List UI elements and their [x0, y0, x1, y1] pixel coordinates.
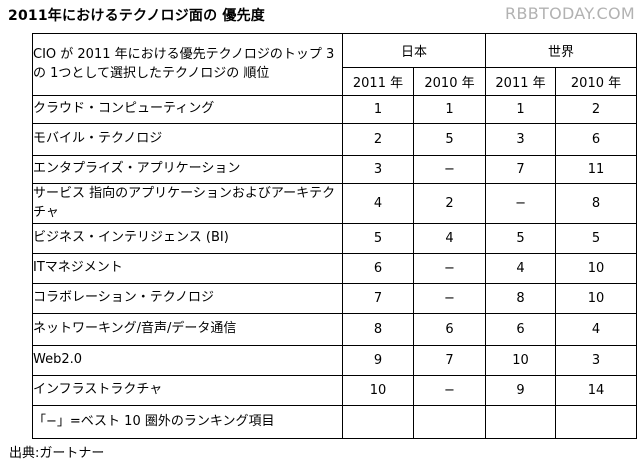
rank-cell: 4 [485, 253, 557, 284]
rank-cell: 2 [412, 183, 487, 224]
rank-cell: 8 [342, 313, 414, 346]
footnote-empty-cell [342, 405, 414, 439]
table-row: エンタプライズ・アプリケーション 3 − 7 11 [32, 155, 638, 184]
rank-cell: 14 [555, 375, 638, 406]
rank-cell: − [412, 283, 487, 314]
rank-cell: 4 [412, 223, 487, 254]
technology-label: インフラストラクチャ [32, 375, 343, 406]
table-row: ITマネジメント 6 − 4 10 [32, 253, 638, 284]
footnote-empty-cell [485, 405, 557, 439]
rank-cell: 7 [412, 345, 487, 376]
page-title: 2011年におけるテクノロジ面の 優先度 [8, 8, 265, 24]
rank-cell: − [485, 183, 557, 224]
source-credit: 出典:ガートナー [9, 446, 105, 461]
rank-cell: 6 [342, 253, 414, 284]
rank-cell: 5 [485, 223, 557, 254]
footnote-row: 「−」=ベスト 10 圏外のランキング項目 [32, 405, 638, 439]
technology-label: Web2.0 [32, 345, 343, 376]
column-header-japan-2011: 2011 年 [342, 67, 414, 96]
rank-cell: 10 [342, 375, 414, 406]
rank-cell: 3 [485, 123, 557, 156]
rank-cell: 1 [342, 95, 414, 124]
rank-cell: − [412, 253, 487, 284]
rank-cell: 7 [485, 155, 557, 184]
column-header-japan-2010: 2010 年 [412, 67, 487, 96]
rank-cell: 4 [342, 183, 414, 224]
rank-cell: 5 [555, 223, 638, 254]
rank-cell: 6 [412, 313, 487, 346]
footnote-empty-cell [555, 405, 638, 439]
rank-cell: 8 [485, 283, 557, 314]
rank-cell: 4 [555, 313, 638, 346]
technology-label: サービス 指向のアプリケーションおよびアーキテクチャ [32, 183, 343, 224]
table-row: Web2.0 9 7 10 3 [32, 345, 638, 376]
column-header-world-2010: 2010 年 [555, 67, 638, 96]
table-row: モバイル・テクノロジ 2 5 3 6 [32, 123, 638, 156]
rank-cell: 10 [555, 253, 638, 284]
rank-cell: 9 [342, 345, 414, 376]
rank-cell: 10 [485, 345, 557, 376]
rank-cell: 8 [555, 183, 638, 224]
table-row: コラボレーション・テクノロジ 7 − 8 10 [32, 283, 638, 314]
table-row: インフラストラクチャ 10 − 9 14 [32, 375, 638, 406]
rank-cell: 7 [342, 283, 414, 314]
rank-cell: 3 [342, 155, 414, 184]
table-row: ネットワーキング/音声/データ通信 8 6 6 4 [32, 313, 638, 346]
technology-label: ビジネス・インテリジェンス (BI) [32, 223, 343, 254]
technology-label: クラウド・コンピューティング [32, 95, 343, 124]
footnote-text: 「−」=ベスト 10 圏外のランキング項目 [32, 405, 343, 439]
column-header-world-2011: 2011 年 [485, 67, 557, 96]
column-group-japan: 日本 [341, 33, 487, 68]
rank-cell: 2 [555, 95, 638, 124]
rank-cell: 5 [412, 123, 487, 156]
rank-cell: 9 [485, 375, 557, 406]
table-header-group-row: CIO が 2011 年における優先テクノロジのトップ 3 の 1つとして選択し… [32, 33, 638, 96]
technology-label: コラボレーション・テクノロジ [32, 283, 343, 314]
rank-cell: 5 [342, 223, 414, 254]
table-row: サービス 指向のアプリケーションおよびアーキテクチャ 4 2 − 8 [32, 183, 638, 224]
technology-label: モバイル・テクノロジ [32, 123, 343, 156]
technology-label: ネットワーキング/音声/データ通信 [32, 313, 343, 346]
column-group-world: 世界 [485, 33, 638, 68]
technology-label: エンタプライズ・アプリケーション [32, 155, 343, 184]
rank-cell: 10 [555, 283, 638, 314]
table-header-years-row: 2011 年 2010 年 2011 年 2010 年 [33, 67, 638, 96]
header-description-line2: の 1つとして選択したテクノロジの 順位 [33, 65, 270, 81]
table-row: ビジネス・インテリジェンス (BI) 5 4 5 5 [32, 223, 638, 254]
rank-cell: 11 [555, 155, 638, 184]
technology-label: ITマネジメント [32, 253, 343, 284]
table-header-description-cell: CIO が 2011 年における優先テクノロジのトップ 3 の 1つとして選択し… [32, 33, 343, 96]
rank-cell: 6 [485, 313, 557, 346]
rank-cell: 3 [555, 345, 638, 376]
footnote-empty-cell [412, 405, 487, 439]
rbbtoday-watermark: RBBTODAY.COM [505, 4, 635, 23]
rank-cell: − [412, 155, 487, 184]
rank-cell: 2 [342, 123, 414, 156]
rank-cell: 1 [412, 95, 487, 124]
header-description-line1: CIO が 2011 年における優先テクノロジのトップ 3 [33, 46, 335, 62]
table-row: クラウド・コンピューティング 1 1 1 2 [32, 95, 638, 124]
priority-ranking-table: CIO が 2011 年における優先テクノロジのトップ 3 の 1つとして選択し… [32, 33, 638, 439]
rank-cell: 1 [485, 95, 557, 124]
rank-cell: − [412, 375, 487, 406]
rank-cell: 6 [555, 123, 638, 156]
